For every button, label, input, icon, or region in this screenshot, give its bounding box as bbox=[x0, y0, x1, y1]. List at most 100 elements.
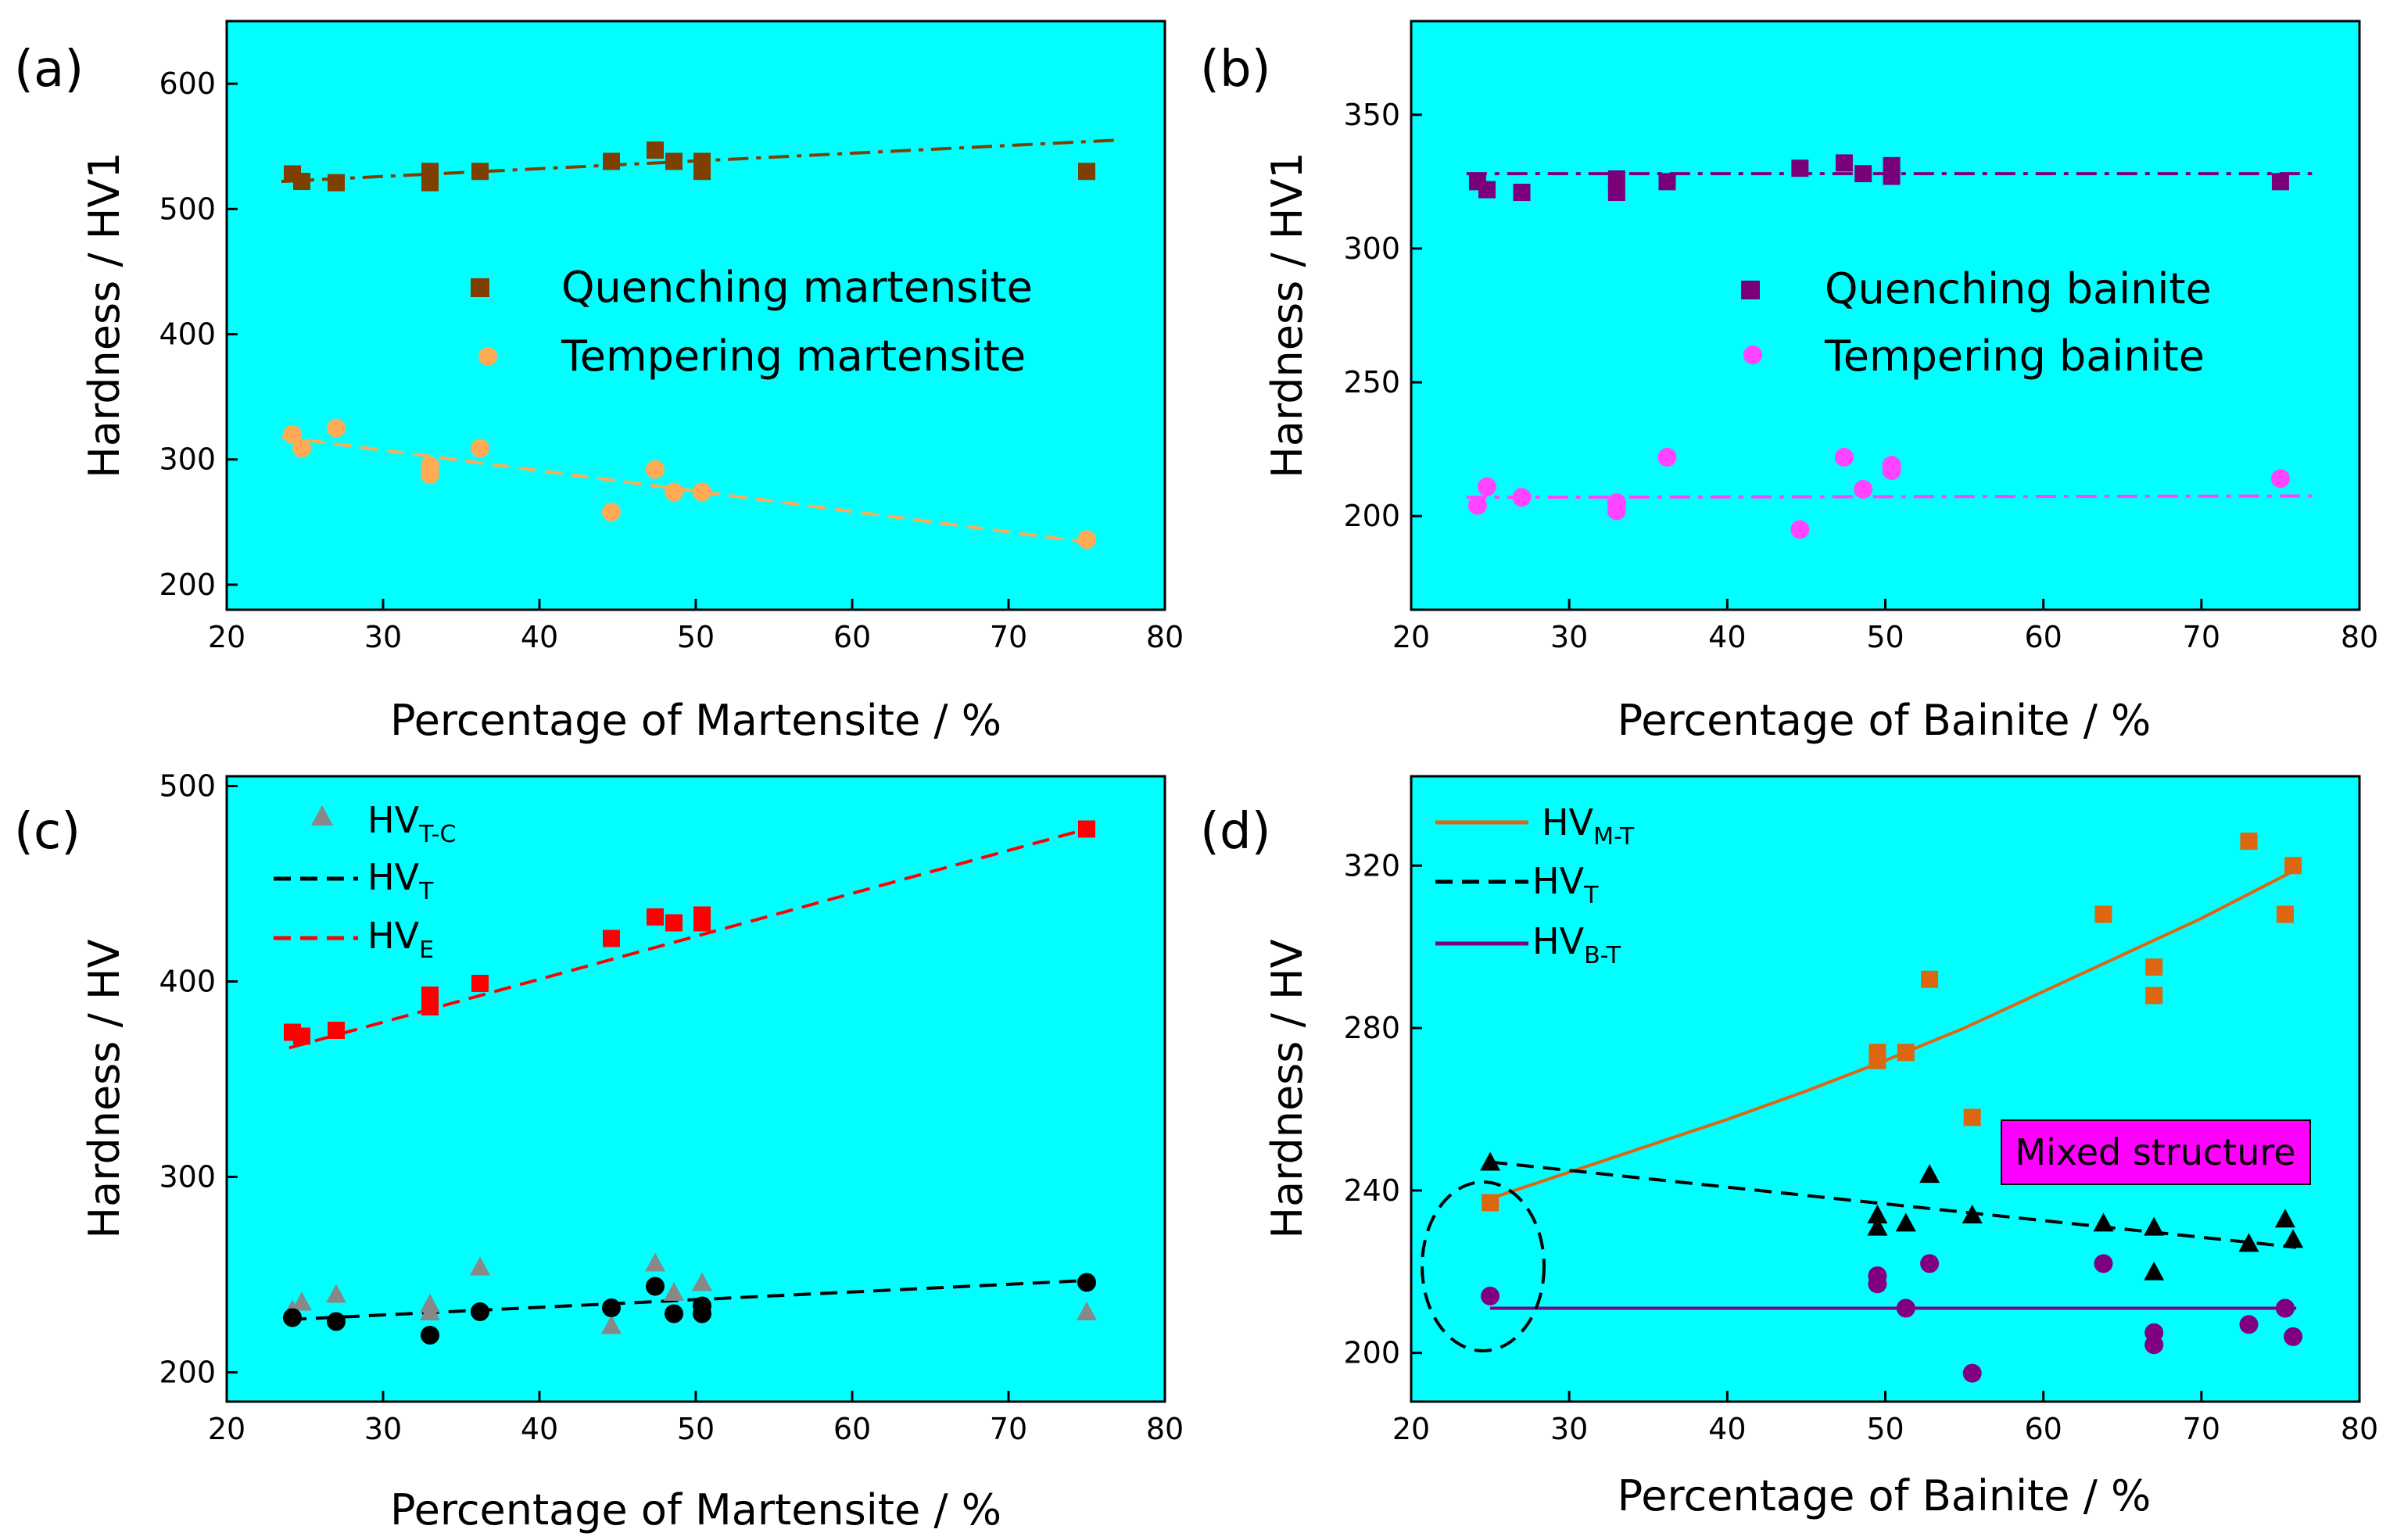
data-point bbox=[2283, 1229, 2304, 1248]
data-point bbox=[1481, 1286, 1500, 1305]
data-point bbox=[645, 1252, 665, 1272]
data-point bbox=[603, 152, 620, 170]
data-point bbox=[283, 1308, 302, 1327]
data-point bbox=[602, 503, 621, 522]
data-point bbox=[1895, 1212, 1916, 1232]
plot-area bbox=[225, 20, 1166, 611]
x-tick-label: 50 bbox=[1866, 620, 1904, 654]
data-point bbox=[327, 418, 346, 438]
data-point bbox=[2276, 905, 2294, 923]
legend-label: Quenching bainite bbox=[1825, 264, 2212, 313]
legend-label: HVM-T bbox=[1542, 801, 1635, 851]
data-point bbox=[2094, 905, 2112, 923]
data-point bbox=[665, 152, 683, 170]
y-tick-label: 200 bbox=[159, 568, 216, 602]
data-point bbox=[2240, 833, 2258, 851]
data-point bbox=[693, 482, 711, 502]
data-point bbox=[327, 1312, 346, 1331]
data-point bbox=[602, 1298, 621, 1317]
axes: 20 30 40 50 60 70 80 200 300 400 500 600 bbox=[159, 66, 1184, 654]
y-axis-label: Hardness / HV bbox=[80, 939, 129, 1238]
data-point bbox=[1867, 1205, 1888, 1224]
data-point bbox=[292, 439, 311, 458]
y-tick-label: 600 bbox=[159, 66, 216, 101]
panel-label: (a) bbox=[14, 41, 84, 98]
panel-label: (c) bbox=[14, 803, 81, 861]
data-point bbox=[1835, 154, 1853, 172]
plot-area bbox=[1410, 775, 2361, 1403]
x-tick-label: 50 bbox=[677, 1412, 715, 1446]
data-point bbox=[2144, 1261, 2165, 1280]
data-points bbox=[283, 141, 1096, 550]
legend-label: HVB-T bbox=[1532, 920, 1621, 969]
data-point bbox=[293, 1027, 310, 1045]
x-tick-label: 60 bbox=[2024, 620, 2062, 654]
legend-label-sub: B-T bbox=[1584, 942, 1621, 969]
y-tick-label: 300 bbox=[1343, 231, 1400, 266]
x-tick-label: 40 bbox=[521, 1412, 558, 1446]
x-tick-label: 60 bbox=[833, 1412, 871, 1446]
data-points bbox=[282, 820, 1097, 1345]
panel-b: 20 30 40 50 60 70 80 200 250 300 350 (b) Percentag… bbox=[1200, 20, 2378, 745]
data-point bbox=[1607, 501, 1626, 521]
x-tick-label: 20 bbox=[1392, 1412, 1430, 1446]
x-tick-label: 70 bbox=[990, 1412, 1027, 1446]
data-point bbox=[2239, 1315, 2259, 1334]
x-tick-label: 50 bbox=[677, 620, 715, 654]
data-point bbox=[1962, 1205, 1983, 1224]
data-point bbox=[420, 1302, 440, 1320]
y-tick-label: 280 bbox=[1343, 1011, 1400, 1045]
data-point bbox=[664, 1282, 684, 1301]
x-tick-label: 80 bbox=[2341, 620, 2378, 654]
data-point bbox=[1883, 167, 1901, 185]
fit-line bbox=[1466, 494, 2313, 500]
x-tick-label: 80 bbox=[1146, 620, 1184, 654]
y-tick-label: 400 bbox=[159, 317, 216, 352]
data-point bbox=[1658, 173, 1676, 191]
data-point bbox=[1478, 181, 1496, 199]
x-tick-label: 70 bbox=[2183, 1412, 2220, 1446]
data-point bbox=[2271, 173, 2289, 191]
data-point bbox=[693, 163, 711, 181]
data-point bbox=[1868, 1274, 1887, 1294]
data-point bbox=[603, 929, 620, 947]
data-point bbox=[1896, 1298, 1915, 1318]
data-point bbox=[665, 914, 683, 932]
data-point bbox=[1869, 1051, 1886, 1069]
x-tick-label: 30 bbox=[364, 620, 402, 654]
y-tick-label: 240 bbox=[1343, 1173, 1400, 1208]
y-axis-label: Hardness / HV1 bbox=[80, 152, 129, 478]
data-point bbox=[665, 1304, 683, 1323]
data-point bbox=[471, 163, 489, 181]
legend-label: HVE bbox=[367, 915, 434, 964]
panel-label: (b) bbox=[1200, 41, 1271, 98]
data-point bbox=[647, 908, 664, 926]
data-point bbox=[1513, 184, 1531, 202]
data-point bbox=[2238, 1233, 2259, 1252]
y-tick-label: 500 bbox=[159, 192, 216, 226]
legend-marker bbox=[1743, 346, 1762, 364]
data-points bbox=[1467, 154, 2290, 539]
x-tick-label: 30 bbox=[1550, 620, 1588, 654]
legend-label: HVT bbox=[367, 856, 434, 905]
legend-marker bbox=[471, 278, 489, 297]
x-tick-label: 20 bbox=[208, 620, 245, 654]
legend-label-main: HV bbox=[367, 856, 420, 898]
legend-label-sub: T-C bbox=[418, 821, 456, 848]
data-point bbox=[471, 975, 489, 992]
data-point bbox=[1077, 530, 1096, 550]
data-point bbox=[293, 173, 310, 191]
data-point bbox=[646, 460, 665, 479]
y-tick-label: 320 bbox=[1343, 848, 1400, 883]
data-point bbox=[1882, 461, 1901, 481]
data-point bbox=[646, 1277, 665, 1296]
y-tick-label: 350 bbox=[1343, 98, 1400, 132]
annotation-label: Mixed structure bbox=[2015, 1131, 2295, 1173]
data-point bbox=[1790, 520, 1810, 539]
legend-marker bbox=[478, 347, 497, 366]
x-tick-label: 20 bbox=[208, 1412, 245, 1446]
data-point bbox=[2145, 987, 2163, 1005]
data-point bbox=[1607, 170, 1625, 188]
x-tick-label: 50 bbox=[1866, 1412, 1904, 1446]
data-point bbox=[1480, 1151, 1501, 1171]
